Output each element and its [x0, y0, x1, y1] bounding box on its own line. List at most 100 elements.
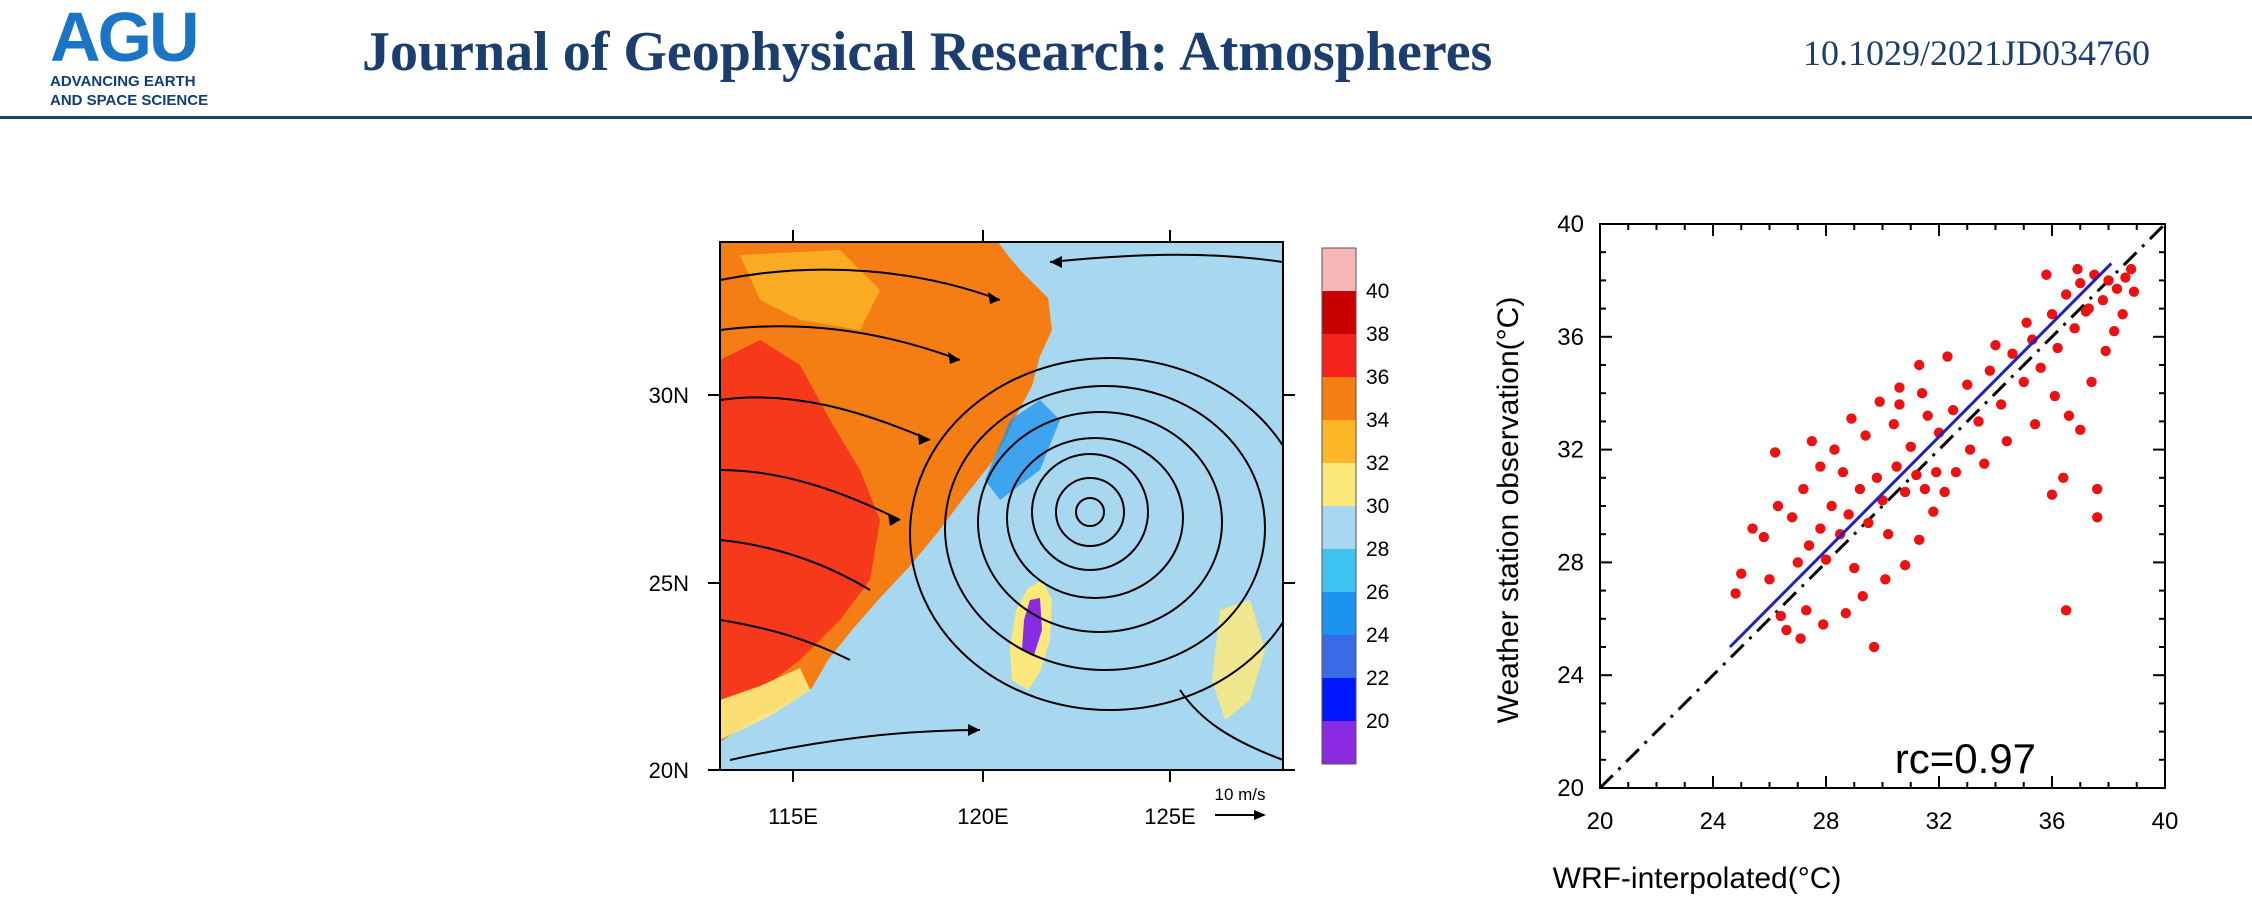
colorbar-label: 26	[1366, 581, 1389, 604]
scatter-point	[1863, 517, 1874, 529]
scatter-point	[2092, 483, 2103, 495]
scatter-point	[1758, 531, 1770, 543]
scatter-point	[2097, 294, 2109, 306]
x-tick-label: 28	[1813, 808, 1840, 835]
scatter-point	[2117, 309, 2128, 320]
scatter-point	[1871, 472, 1883, 483]
scatter-point	[1888, 419, 1900, 430]
scatter-point	[1984, 365, 1996, 376]
scatter-points	[1730, 263, 2140, 653]
colorbar-swatch	[1322, 248, 1356, 291]
colorbar-swatch	[1322, 420, 1356, 463]
scatter-point	[1747, 523, 1758, 534]
scatter-point	[1911, 469, 1922, 481]
scatter-point	[2046, 489, 2058, 500]
scatter-point	[2092, 512, 2103, 523]
scatter-point	[2075, 278, 2086, 289]
scatter-point	[2086, 376, 2097, 388]
scatter-point	[1899, 486, 1911, 498]
scatter-point	[1990, 340, 2001, 351]
y-tick-label: 36	[1557, 324, 1584, 351]
colorbar-swatch	[1322, 549, 1356, 592]
scatter-point	[2021, 317, 2032, 328]
vector-reference-arrow	[1215, 810, 1266, 820]
colorbar-swatch	[1322, 506, 1356, 549]
scatter-point	[1947, 404, 1959, 416]
scatter-point	[1916, 388, 1928, 399]
scatter-point	[1806, 435, 1818, 447]
scatter-point	[1829, 444, 1840, 455]
scatter-point	[1815, 461, 1826, 472]
scatter-point	[2125, 263, 2137, 275]
one-to-one-reference-line	[1598, 222, 2167, 790]
scatter-plot: 20 24 28 32 36 40 20 24 28 32 36 40 rc=0.97 WRF-int…	[1492, 211, 2178, 895]
scatter-point	[1922, 410, 1933, 421]
lon-tick-125e: 125E	[1144, 804, 1195, 829]
scatter-point	[2108, 325, 2120, 337]
scatter-point	[1914, 534, 1925, 546]
lat-tick-30n: 30N	[649, 383, 689, 408]
scatter-point	[1781, 624, 1792, 636]
scatter-point	[1795, 633, 1806, 644]
scatter-point	[1843, 509, 1854, 520]
scatter-point	[2128, 286, 2140, 297]
doi-link[interactable]: 10.1029/2021JD034760	[1803, 33, 2151, 73]
lat-tick-20n: 20N	[649, 758, 689, 783]
warm-sea-patch	[1212, 600, 1265, 720]
scatter-point	[2060, 289, 2072, 300]
scatter-point	[1894, 399, 1905, 410]
scatter-point	[2072, 263, 2083, 275]
scatter-point	[1973, 416, 1984, 427]
scatter-point	[2075, 424, 2086, 436]
scatter-point	[1736, 568, 1747, 579]
scatter-point	[1837, 466, 1849, 478]
colorbar-label: 38	[1366, 323, 1389, 346]
scatter-point	[1798, 483, 1809, 495]
x-tick-label: 36	[2039, 808, 2066, 835]
scatter-point	[2041, 269, 2052, 280]
agu-logo: AGU ADVANCING EARTH AND SPACE SCIENCE	[50, 2, 230, 112]
scatter-point	[1930, 466, 1942, 478]
colorbar-label: 40	[1366, 280, 1389, 303]
wind-temperature-map: 30N 25N 20N 115E 120E 125E 10 m/s	[649, 230, 1295, 829]
scatter-point	[1769, 447, 1781, 458]
scatter-point	[2103, 275, 2114, 286]
scatter-point	[1979, 458, 1990, 469]
agu-logo-line2: AND SPACE SCIENCE	[50, 92, 209, 109]
scatter-point	[2035, 362, 2046, 374]
x-tick-label: 40	[2152, 808, 2179, 835]
scatter-point	[1730, 588, 1741, 599]
scatter-point	[2001, 435, 2013, 447]
scatter-point	[1880, 574, 1891, 585]
scatter-point	[1939, 486, 1950, 498]
scatter-point	[2063, 410, 2075, 421]
scatter-point	[1868, 641, 1880, 653]
colorbar-swatch	[1322, 678, 1356, 721]
scatter-point	[1914, 359, 1925, 371]
colorbar-label: 20	[1366, 710, 1389, 733]
taiwan-highlands	[1022, 598, 1042, 655]
regression-fit-line	[1728, 262, 2113, 649]
scatter-tick-labels: 20 24 28 32 36 40 20 24 28 32 36 40	[1557, 211, 2178, 835]
scatter-point	[1854, 483, 1866, 495]
colorbar-swatch	[1322, 592, 1356, 635]
scatter-point	[1891, 461, 1902, 472]
colorbar-label: 28	[1366, 538, 1389, 561]
scatter-point	[1803, 540, 1815, 551]
scatter-point	[1894, 382, 1905, 393]
scatter-point	[1942, 351, 1953, 362]
y-tick-label: 28	[1557, 549, 1584, 576]
colorbar-label: 30	[1366, 495, 1389, 518]
scatter-point	[2058, 472, 2069, 483]
scatter-point	[2029, 419, 2041, 430]
agu-logo-line1: ADVANCING EARTH	[50, 73, 196, 90]
scatter-point	[1817, 619, 1829, 630]
scatter-frame	[1599, 223, 2166, 789]
scatter-point	[2060, 605, 2072, 616]
scatter-point	[2046, 309, 2058, 320]
scatter-point	[1772, 500, 1784, 512]
scatter-point	[1919, 483, 1931, 495]
scatter-point	[2049, 390, 2061, 402]
scatter-point	[2120, 272, 2131, 283]
